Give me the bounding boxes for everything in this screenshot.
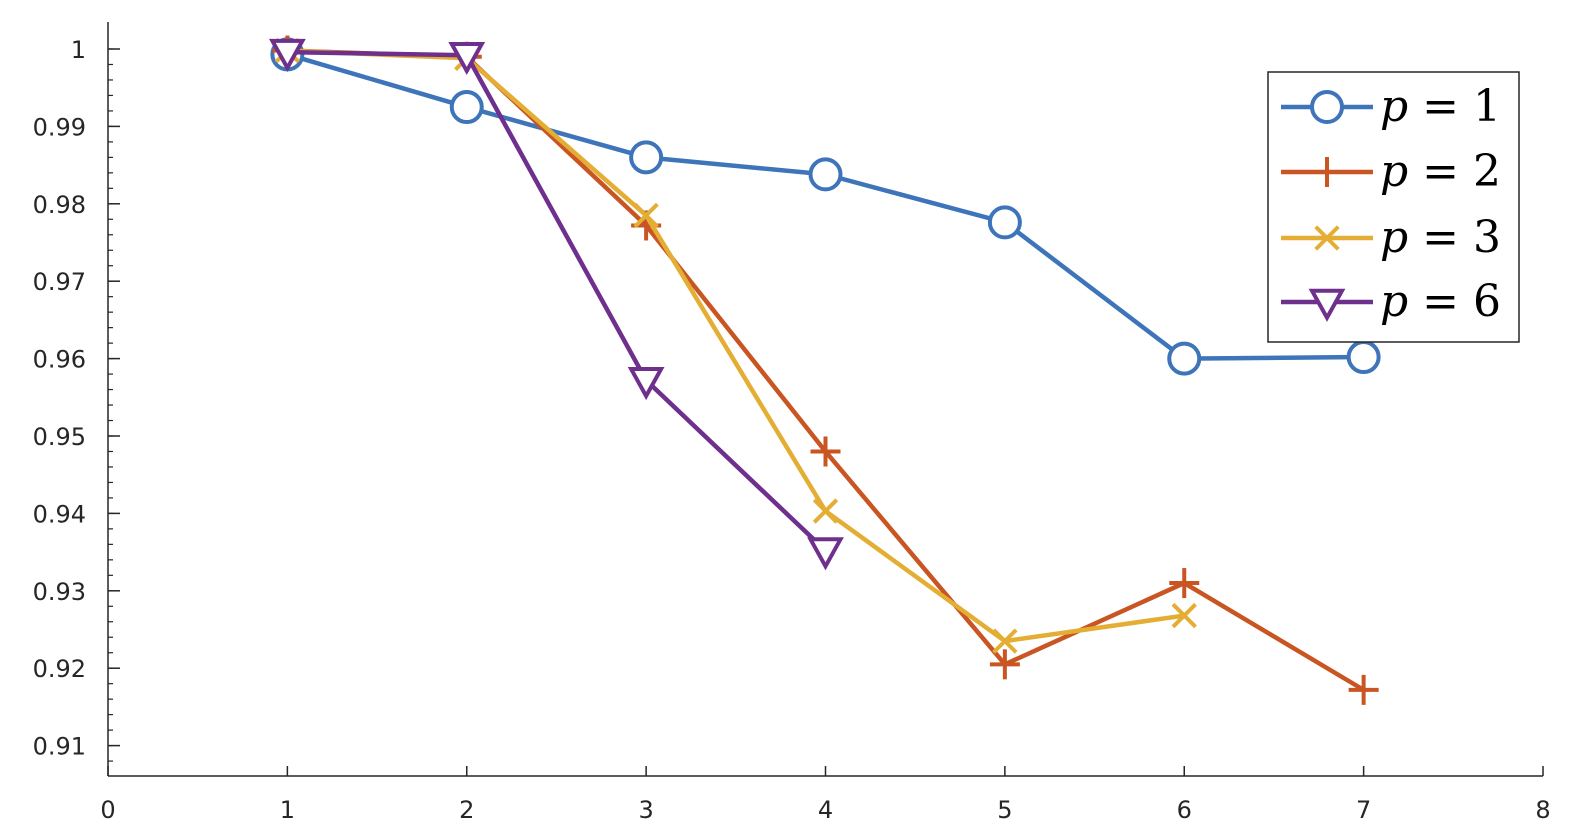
plus-marker xyxy=(1312,157,1342,187)
x-tick-label: 8 xyxy=(1535,796,1550,824)
legend-value: 3 xyxy=(1473,212,1501,263)
x-marker xyxy=(992,628,1018,654)
y-tick-label: 0.94 xyxy=(33,500,86,528)
series-line xyxy=(287,49,828,553)
x-tick-label: 0 xyxy=(100,796,115,824)
legend-label: p = 6 xyxy=(1380,276,1501,327)
y-tick-label: 0.91 xyxy=(33,733,86,761)
legend-equals: = xyxy=(1422,146,1459,197)
legend-item: p = 3 xyxy=(1281,212,1501,263)
y-tick-label: 0.99 xyxy=(33,113,86,141)
legend-label: p = 3 xyxy=(1380,212,1501,263)
triangle-down-marker xyxy=(807,537,844,571)
x-marker xyxy=(812,498,839,524)
legend-item: p = 6 xyxy=(1281,276,1501,327)
y-tick-label: 0.98 xyxy=(33,191,86,219)
x-tick-label: 2 xyxy=(459,796,474,824)
series-line xyxy=(287,48,1185,644)
circle-marker xyxy=(987,205,1022,240)
x-tick-label: 7 xyxy=(1356,796,1371,824)
y-tick-label: 0.96 xyxy=(33,346,86,374)
y-tick-label: 0.93 xyxy=(33,578,86,606)
triangle-down-marker xyxy=(627,367,665,401)
plus-marker xyxy=(810,436,841,467)
series-2 xyxy=(272,35,1379,705)
y-tick-label: 0.92 xyxy=(33,655,86,683)
x-marker xyxy=(1314,225,1340,251)
legend-value: 2 xyxy=(1473,146,1501,197)
triangle-down-marker xyxy=(448,41,486,76)
circle-marker xyxy=(1346,340,1381,375)
legend-equals: = xyxy=(1422,276,1459,327)
series-layer xyxy=(268,35,1381,705)
plus-marker xyxy=(1169,568,1200,599)
series-3 xyxy=(274,37,1197,654)
plus-marker xyxy=(1348,674,1379,705)
legend-value: 1 xyxy=(1473,81,1501,132)
axes: 0 1 2 3 4 5 6 7 8 0.91 0.92 0.93 0.94 0.95 0.96 0.97 0.9… xyxy=(33,22,1551,824)
legend-label: p = 2 xyxy=(1380,146,1501,197)
x-tick-label: 3 xyxy=(638,796,653,824)
x-marker xyxy=(633,202,659,229)
series-4 xyxy=(268,38,844,571)
x-marker xyxy=(1171,602,1197,629)
circle-marker xyxy=(1310,90,1344,124)
circle-marker xyxy=(1167,341,1202,376)
series-line xyxy=(287,48,1365,692)
legend-equals: = xyxy=(1422,81,1459,132)
legend-variable: p xyxy=(1380,212,1408,263)
legend-variable: p xyxy=(1380,81,1408,132)
circle-marker xyxy=(808,157,843,192)
plus-marker xyxy=(989,649,1020,680)
series-line xyxy=(286,52,1364,361)
triangle-down-marker xyxy=(1308,288,1346,322)
legend-variable: p xyxy=(1380,146,1408,197)
y-tick-label: 0.97 xyxy=(33,268,86,296)
x-tick-label: 6 xyxy=(1177,796,1192,824)
x-tick-label: 1 xyxy=(280,796,295,824)
y-tick-label: 0.95 xyxy=(33,423,86,451)
x-tick-label: 4 xyxy=(818,796,833,824)
legend-item: p = 2 xyxy=(1281,146,1501,197)
legend-box xyxy=(1267,71,1520,343)
triangle-down-marker xyxy=(268,38,306,72)
legend-value: 6 xyxy=(1473,276,1501,327)
series-1 xyxy=(270,37,1381,376)
x-tick-label: 5 xyxy=(997,796,1012,824)
legend: p = 1 p = 2 p = 3 p = 6 xyxy=(1267,71,1520,343)
legend-item: p = 1 xyxy=(1281,81,1501,132)
y-tick-label: 1 xyxy=(71,36,86,64)
circle-marker xyxy=(449,90,484,125)
legend-variable: p xyxy=(1380,276,1408,327)
circle-marker xyxy=(629,140,664,175)
legend-equals: = xyxy=(1422,212,1459,263)
legend-label: p = 1 xyxy=(1380,81,1501,132)
